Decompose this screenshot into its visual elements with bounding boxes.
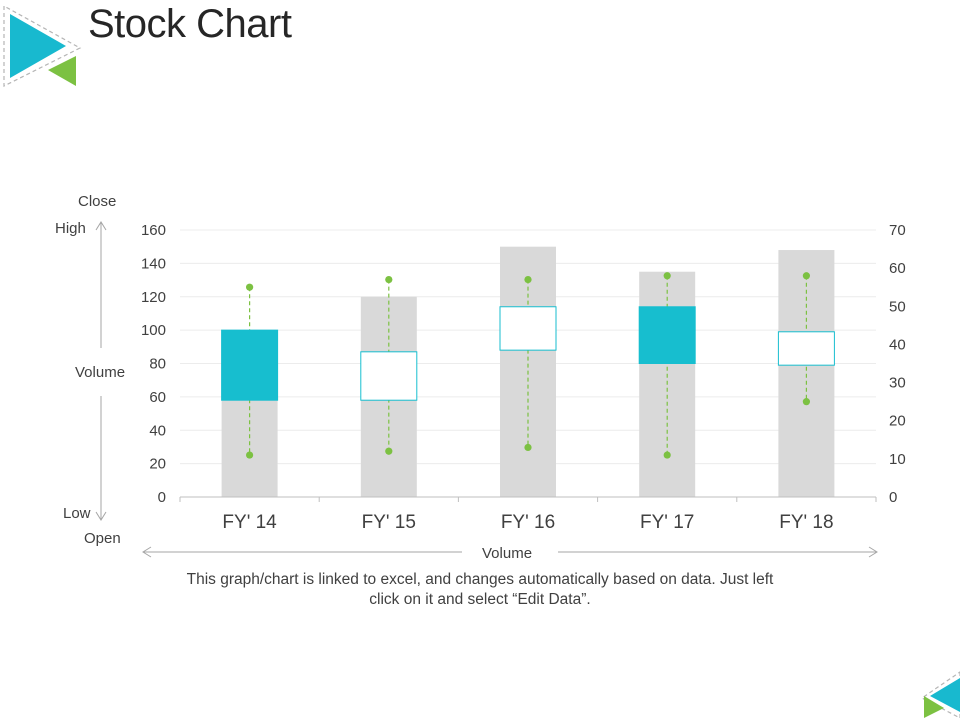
high-low-lines [246,272,811,459]
open-label: Open [84,530,121,547]
close-label: Close [78,193,117,210]
left-tick-label: 0 [158,489,166,506]
high-label: High [55,220,86,237]
up-box [499,306,557,351]
volume-bottom-label: Volume [482,545,533,562]
right-tick-label: 0 [889,489,897,506]
right-tick-label: 10 [889,451,906,468]
triangle-corner-icon [920,671,960,719]
high-point [524,275,532,284]
category-label: FY' 18 [779,512,833,533]
triangle-play-icon [3,4,82,87]
high-point [663,272,671,280]
right-tick-label: 30 [889,375,906,392]
category-label: FY' 17 [640,512,694,533]
left-tick-label: 100 [141,322,166,339]
left-tick-label: 140 [141,255,166,272]
low-label: Low [63,505,91,522]
right-tick-label: 60 [889,260,906,277]
right-tick-label: 20 [889,413,906,430]
tick-labels: 0 20 40 60 80 100 120 140 160 0 10 20 30 40 50 60 70 FY' … [141,222,906,533]
up-box [360,351,418,401]
high-point [385,275,393,284]
category-label: FY' 15 [362,512,416,533]
down-box [221,329,279,401]
open-close-boxes [221,306,835,401]
right-tick-label: 70 [889,222,906,239]
left-tick-label: 20 [149,456,166,473]
category-label: FY' 16 [501,512,555,533]
category-label: FY' 14 [222,512,277,533]
page-title: Stock Chart [88,2,292,46]
low-point [246,451,254,459]
legend-arrows [95,221,878,558]
left-tick-label: 80 [149,356,166,373]
right-tick-label: 50 [889,298,906,315]
left-tick-label: 160 [141,222,166,239]
left-tick-label: 60 [149,389,166,406]
up-box [777,331,835,366]
volume-mid-label: Volume [75,364,126,381]
low-point [385,447,393,455]
down-box [638,306,696,365]
low-point [524,443,532,452]
axes [179,496,877,502]
high-point [802,272,811,280]
low-point [663,451,671,459]
left-tick-label: 120 [141,289,166,306]
left-tick-label: 40 [149,422,166,439]
volume-bar [778,250,835,497]
low-point [802,398,811,406]
chart-note: This graph/chart is linked to excel, and… [186,571,774,608]
high-point [246,283,254,291]
right-tick-label: 40 [889,336,906,353]
